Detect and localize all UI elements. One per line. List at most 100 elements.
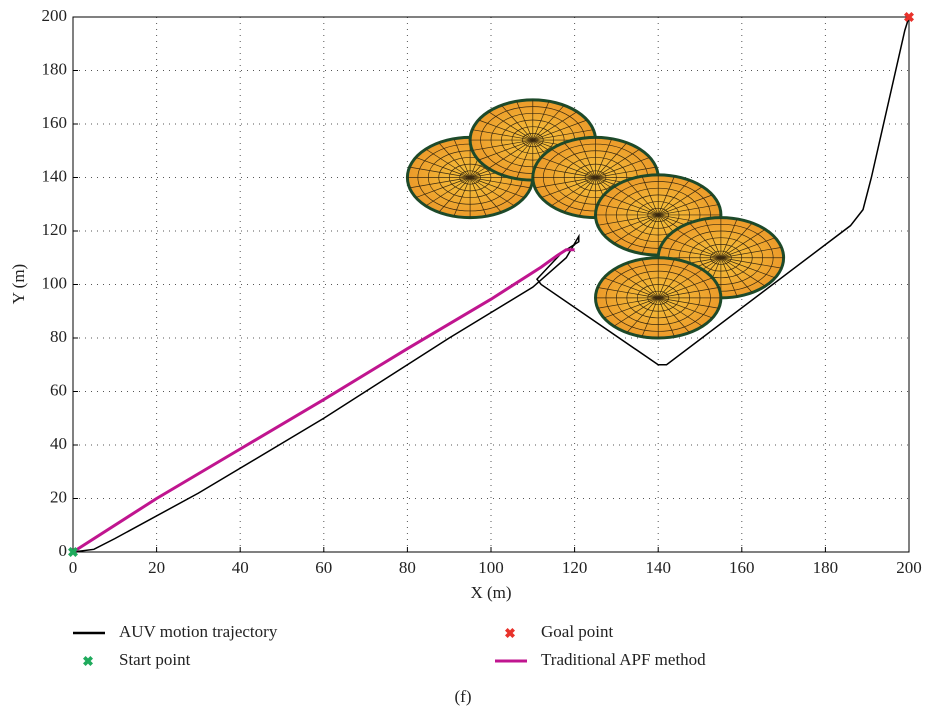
- obstacle-spoke: [626, 179, 659, 216]
- x-tick-label: 180: [813, 558, 839, 577]
- obstacle-spoke: [720, 218, 738, 258]
- obstacle-spoke: [658, 297, 703, 327]
- obstacle-spoke: [597, 204, 659, 216]
- obstacle-spoke: [541, 177, 596, 198]
- obstacle-spoke: [470, 177, 531, 189]
- obstacle-spoke: [595, 142, 628, 178]
- obstacle-spoke: [720, 237, 776, 259]
- y-tick-label: 0: [59, 541, 68, 560]
- obstacle-spoke: [613, 297, 659, 327]
- y-axis-label: Y (m): [9, 264, 28, 304]
- obstacle-spoke: [532, 129, 594, 141]
- obstacle-spoke: [641, 297, 659, 337]
- legend-label: AUV motion trajectory: [119, 622, 278, 641]
- obstacle-spoke: [658, 204, 719, 216]
- obstacle-spoke: [469, 177, 502, 213]
- obstacle-spoke: [478, 119, 533, 141]
- obstacle-spoke: [595, 148, 641, 178]
- obstacle-spoke: [720, 257, 753, 293]
- x-tick-label: 80: [399, 558, 416, 577]
- obstacle-spoke: [641, 176, 659, 216]
- y-tick-label: 180: [42, 59, 68, 78]
- legend-label: Traditional APF method: [541, 650, 706, 669]
- obstacle-spoke: [658, 186, 703, 216]
- y-tick-label: 20: [50, 487, 67, 506]
- obstacle-spoke: [472, 139, 533, 151]
- obstacle-spoke: [720, 247, 782, 259]
- legend-swatch: [83, 656, 93, 666]
- caption: (f): [455, 687, 472, 706]
- y-tick-label: 40: [50, 434, 67, 453]
- obstacle-spoke: [595, 157, 650, 178]
- series-line: [72, 16, 910, 553]
- obstacle-spoke: [597, 214, 659, 226]
- obstacle-spoke: [453, 138, 471, 178]
- obstacle-spoke: [657, 297, 675, 337]
- obstacle-spoke: [595, 166, 657, 178]
- obstacle-spoke: [478, 139, 533, 161]
- y-tick-label: 200: [42, 6, 68, 25]
- obstacle-spoke: [658, 287, 719, 299]
- obstacle-spoke: [541, 157, 596, 178]
- obstacle-spoke: [720, 222, 753, 258]
- obstacle-spoke: [438, 142, 471, 178]
- obstacle-spoke: [438, 177, 471, 213]
- y-tick-label: 160: [42, 113, 68, 132]
- x-tick-label: 100: [478, 558, 504, 577]
- y-tick-label: 100: [42, 273, 68, 292]
- obstacle-spoke: [516, 139, 534, 179]
- obstacle-spoke: [657, 297, 690, 333]
- obstacle-spoke: [657, 179, 690, 216]
- obstacle-spoke: [641, 214, 659, 254]
- obstacle-spoke: [657, 262, 690, 299]
- obstacle-spoke: [534, 177, 596, 189]
- obstacle-spoke: [603, 194, 659, 216]
- obstacle-spoke: [597, 287, 659, 299]
- obstacle-spoke: [676, 229, 722, 259]
- obstacle-spoke: [469, 177, 487, 217]
- obstacle-spoke: [603, 297, 659, 319]
- obstacle-spoke: [425, 148, 471, 178]
- obstacle-spoke: [563, 177, 596, 213]
- obstacle-spoke: [658, 277, 713, 299]
- x-tick-label: 60: [315, 558, 332, 577]
- legend-label: Goal point: [541, 622, 614, 641]
- point-marker: [904, 12, 914, 22]
- obstacle-spoke: [409, 177, 471, 189]
- obstacle-spoke: [658, 194, 713, 216]
- x-tick-label: 160: [729, 558, 755, 577]
- obstacle-spoke: [613, 214, 659, 244]
- y-tick-label: 140: [42, 166, 68, 185]
- obstacle-spoke: [415, 157, 471, 178]
- obstacle-spoke: [563, 142, 596, 178]
- obstacle-spoke: [658, 297, 719, 309]
- obstacle-spoke: [532, 111, 578, 141]
- obstacle-spoke: [501, 105, 534, 141]
- obstacle-spoke: [657, 258, 675, 299]
- obstacle-spoke: [597, 297, 659, 309]
- y-tick-label: 80: [50, 327, 67, 346]
- x-tick-label: 120: [562, 558, 588, 577]
- obstacle-spoke: [603, 277, 659, 299]
- obstacle-pattern: [407, 137, 533, 218]
- obstacle-spoke: [626, 214, 659, 250]
- y-tick-label: 120: [42, 220, 68, 239]
- obstacle-spoke: [626, 262, 659, 299]
- obstacle-spoke: [595, 138, 613, 178]
- obstacle-spoke: [720, 257, 766, 287]
- x-tick-label: 140: [645, 558, 671, 577]
- obstacle-spoke: [516, 101, 534, 141]
- obstacle-spoke: [534, 166, 596, 178]
- obstacle-spoke: [532, 105, 565, 141]
- obstacle-spoke: [720, 257, 776, 279]
- obstacle-spoke: [658, 269, 703, 299]
- obstacle-spoke: [666, 237, 722, 259]
- x-axis-label: X (m): [470, 583, 511, 602]
- obstacle-spoke: [704, 218, 722, 258]
- obstacle-spoke: [641, 258, 659, 299]
- legend-label: Start point: [119, 650, 191, 669]
- obstacle-spoke: [501, 139, 534, 176]
- obstacle-pattern: [595, 257, 721, 338]
- obstacle-spoke: [550, 177, 596, 207]
